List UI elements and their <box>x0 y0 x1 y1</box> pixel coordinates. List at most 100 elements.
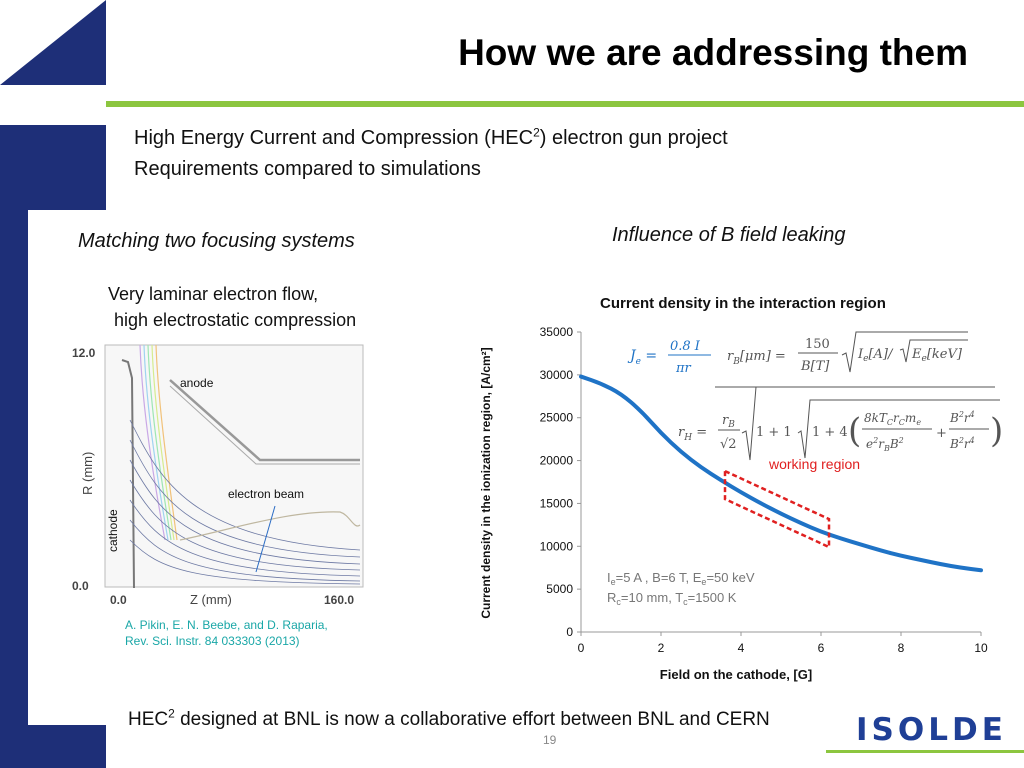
svg-text:Ie=5 A , B=6 T, Ee=50 keV: Ie=5 A , B=6 T, Ee=50 keV <box>607 570 755 587</box>
svg-text:Ee[keV]: Ee[keV] <box>911 347 963 364</box>
chart-series <box>579 374 983 573</box>
chart-x-tick-label: 2 <box>658 641 665 655</box>
formula-je: Je = 0.8 I πr <box>627 339 711 376</box>
params-r: R <box>607 590 616 605</box>
chart-x-axis-label: Field on the cathode, [G] <box>660 667 812 682</box>
anode-electrode-edge <box>169 385 360 465</box>
title-underline <box>106 101 1024 107</box>
subtitle-text-a: High Energy Current and Compression (HEC <box>134 127 534 149</box>
chart-y-tick-label: 0 <box>566 625 573 639</box>
svg-text:rH =: rH = <box>678 425 707 443</box>
footer-text-a: HEC <box>128 709 169 730</box>
rh-term-b: 1 + 4 <box>812 425 848 440</box>
chart-x-tick-label: 0 <box>578 641 585 655</box>
params-line2-end: =1500 K <box>688 590 737 605</box>
chart-y-axis-label: Current density in the ionization region… <box>479 347 493 618</box>
rh-term-a: 1 + 1 <box>756 425 792 440</box>
chart-series-line <box>579 374 983 573</box>
rh-d-den: B <box>949 437 959 451</box>
left-heading: Matching two focusing systems <box>78 230 355 252</box>
footer-text: HEC2 designed at BNL is now a collaborat… <box>128 706 770 731</box>
cathode-electrode <box>121 359 135 589</box>
equipotential-lines <box>129 419 361 585</box>
chart-x-tick-label: 6 <box>818 641 825 655</box>
sim-x-left-label: 0.0 <box>110 593 127 607</box>
params-i: I <box>607 570 611 585</box>
params-line2-mid: =10 mm, T <box>621 590 683 605</box>
svg-text:(: ( <box>848 411 861 451</box>
chart-axes <box>580 332 981 633</box>
rb-sub: B <box>732 357 740 367</box>
params-r-sub: c <box>616 597 621 607</box>
right-heading: Influence of B field leaking <box>612 224 846 246</box>
chart-x-tick-label: 8 <box>898 641 905 655</box>
sim-x-right-label: 160.0 <box>324 593 354 607</box>
rh-symbol: r <box>678 425 685 440</box>
svg-text:rB: rB <box>722 413 735 430</box>
chart-annotation: working region <box>723 456 860 550</box>
rh-numerator: r <box>722 413 729 428</box>
citation-line-1: A. Pikin, E. N. Beebe, and D. Raparia, <box>125 618 328 632</box>
params-line1: =5 A , B=6 T, E <box>616 570 702 585</box>
params-line1-end: =50 keV <box>706 570 754 585</box>
electron-beam-label: electron beam <box>228 487 304 501</box>
rh-d-num: B <box>949 411 959 425</box>
rh-c-den2: r <box>878 437 885 451</box>
chart-y-ticks: 0 5000 10000 15000 20000 25000 30000 35000 <box>540 325 581 639</box>
left-decor-gap <box>28 210 106 725</box>
svg-text:B2r4: B2r4 <box>949 410 975 425</box>
sim-y-axis-label: R (mm) <box>80 452 95 495</box>
working-region-box <box>723 469 831 550</box>
chart-y-tick-label: 15000 <box>540 496 574 510</box>
chart-y-tick-label: 10000 <box>540 539 574 553</box>
footer-sup: 2 <box>168 706 175 721</box>
rh-c-num: 8kT <box>864 411 888 425</box>
rh-sub: H <box>683 433 692 443</box>
rh-c-num3: m <box>905 411 916 425</box>
anode-label: anode <box>180 376 214 390</box>
rb-sqrt-i: I <box>857 347 864 362</box>
rh-c-den: e <box>866 437 873 451</box>
citation: A. Pikin, E. N. Beebe, and D. Raparia, R… <box>125 617 328 649</box>
formula-rh: rH = rB √2 1 + 1 1 + 4 ( 8kTCrCme e2rBB2… <box>678 386 1003 461</box>
anode-electrode <box>169 379 360 462</box>
svg-text:): ) <box>990 411 1003 451</box>
sim-y-top-label: 12.0 <box>72 346 96 360</box>
je-symbol: J <box>627 348 637 364</box>
sim-x-axis-label: Z (mm) <box>190 592 232 607</box>
laminar-line-1: Very laminar electron flow, <box>108 284 319 304</box>
rb-denominator: B[T] <box>800 359 830 374</box>
chart-y-tick-label: 5000 <box>546 582 573 596</box>
beam-pointer-line <box>255 505 276 573</box>
params-text: Ie=5 A , B=6 T, Ee=50 keV Rc=10 mm, Tc=1… <box>607 570 755 607</box>
chart-y-tick-label: 30000 <box>540 368 574 382</box>
boundary-line <box>179 511 361 541</box>
rb-sqrt-a: [A]/ <box>868 347 894 362</box>
rb-symbol: r <box>727 349 734 364</box>
footer-text-b: designed at BNL is now a collaborative e… <box>174 709 770 730</box>
rb-numerator: 150 <box>805 337 830 352</box>
je-sub: e <box>636 357 641 367</box>
je-denominator: πr <box>675 361 692 376</box>
rh-denominator: √2 <box>720 437 737 452</box>
svg-text:Ie[A]/: Ie[A]/ <box>857 347 894 364</box>
je-numerator: 0.8 I <box>670 339 701 354</box>
bottom-rule <box>826 750 1024 753</box>
chart-y-tick-label: 25000 <box>540 411 574 425</box>
sim-y-bottom-label: 0.0 <box>72 579 89 593</box>
rb-unit: [μm] = <box>740 349 786 364</box>
svg-text:8kTCrCme: 8kTCrCme <box>864 411 921 427</box>
page-title: How we are addressing them <box>458 32 968 73</box>
rh-c-den3: B <box>889 437 899 451</box>
rh-d-num2: r <box>964 411 971 425</box>
corner-triangle <box>0 0 106 85</box>
svg-text:B2r4: B2r4 <box>949 436 975 451</box>
citation-line-2: Rev. Sci. Instr. 84 033303 (2013) <box>125 634 300 648</box>
chart-x-tick-label: 10 <box>974 641 988 655</box>
formula-rb: rB[μm] = 150 B[T] Ie[A]/ Ee[keV] <box>727 331 968 374</box>
chart-title: Current density in the interaction regio… <box>600 295 886 312</box>
rh-c-num2: r <box>893 411 900 425</box>
chart: 0 5000 10000 15000 20000 25000 30000 35000 0 2 4 6… <box>479 325 1003 682</box>
svg-text:rB[μm] =: rB[μm] = <box>727 349 786 367</box>
simulation-figure: 12.0 0.0 0.0 160.0 Z (mm) R (mm) anode e… <box>72 344 364 607</box>
